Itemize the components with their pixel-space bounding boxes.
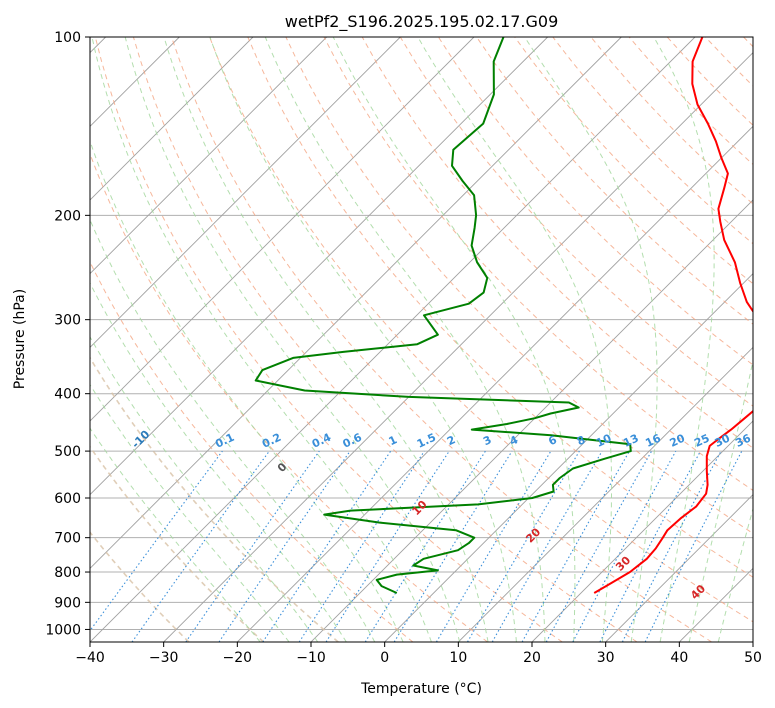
isotherm-line — [90, 37, 622, 569]
x-tick-label: 40 — [670, 650, 688, 666]
mixing-ratio-label: 16 — [643, 431, 663, 449]
mixing-ratio-line — [90, 450, 223, 632]
mixing-ratio-line — [572, 450, 677, 642]
x-tick-label: −30 — [149, 650, 179, 666]
isotherm-line — [163, 52, 753, 642]
dry-adiabat — [90, 356, 339, 642]
mixing-ratio-label: 20 — [668, 431, 688, 449]
mixing-ratio-line — [545, 450, 653, 642]
mixing-ratio-label: 36 — [733, 431, 753, 449]
isotherm-line — [531, 420, 753, 642]
y-tick-label: 1000 — [45, 622, 81, 638]
moist-adiabat — [91, 37, 432, 642]
dry-adiabat — [90, 152, 488, 642]
mixing-ratio-label: 13 — [621, 432, 640, 450]
isotherm-line — [90, 37, 401, 348]
isotherm-line — [237, 125, 753, 642]
y-tick-label: 400 — [54, 387, 81, 403]
moist-adiabat — [264, 37, 546, 642]
y-tick-label: 100 — [54, 30, 81, 46]
grid-layer — [90, 37, 753, 642]
isotherm-line — [90, 37, 475, 422]
mixing-ratio-label: 25 — [692, 432, 711, 450]
mixing-ratio-line — [644, 450, 743, 642]
moist-adiabat — [90, 218, 376, 642]
mixing-ratio-line — [262, 450, 392, 642]
x-tick-label: 50 — [744, 650, 762, 666]
moist-adiabat — [124, 37, 461, 642]
dry-adiabat — [171, 37, 712, 642]
isotherm-line — [90, 37, 696, 642]
dry-adiabat — [90, 445, 265, 642]
dry-adiabat — [209, 37, 753, 623]
dry-adiabat — [247, 37, 753, 578]
isotherm-line — [458, 346, 753, 642]
mixing-ratio-line — [218, 450, 351, 642]
mixing-ratio-label: 30 — [713, 431, 733, 449]
moist-adiabat — [90, 383, 290, 642]
moist-adiabat — [163, 37, 489, 642]
moist-adiabat — [90, 427, 261, 642]
y-tick-label: 900 — [54, 595, 81, 611]
moist-adiabat — [209, 37, 517, 642]
dry-adiabat — [90, 260, 414, 642]
moist-adiabat — [90, 139, 404, 642]
moist-adiabat — [417, 37, 613, 642]
x-tick-label: −40 — [75, 650, 105, 666]
dry-adiabat — [399, 37, 753, 407]
x-tick-label: −20 — [223, 650, 253, 666]
moist-adiabat — [653, 37, 715, 642]
mixing-ratio-line — [131, 450, 270, 642]
y-tick-label: 700 — [54, 531, 81, 547]
profile-layer — [254, 37, 753, 594]
y-tick-label: 200 — [54, 208, 81, 224]
y-axis-title: Pressure (hPa) — [12, 289, 28, 389]
dewpoint-profile-line — [254, 37, 632, 594]
axis-ticks: −40 −30 −20 −10 0 10 20 30 40 50 100 200 300 400 500 60… — [45, 30, 762, 666]
dry-adiabat — [90, 530, 190, 642]
isotherm-line — [384, 273, 753, 642]
moist-adiabat — [524, 37, 658, 642]
y-tick-label: 300 — [54, 313, 81, 329]
isotherm-line — [90, 37, 254, 201]
x-axis-title: Temperature (°C) — [360, 681, 482, 697]
y-tick-label: 600 — [54, 491, 81, 507]
isotherm-line — [90, 37, 548, 496]
mixing-ratio-line — [298, 450, 425, 642]
mixing-ratio-line — [393, 450, 513, 642]
mixing-ratio-label: 10 — [594, 431, 614, 449]
dry-adiabat — [94, 37, 563, 642]
moist-adiabat — [90, 335, 319, 642]
mixing-ratio-line — [185, 450, 320, 642]
chart-title: wetPf2_S196.2025.195.02.17.G09 — [285, 12, 559, 32]
x-tick-label: 10 — [449, 650, 467, 666]
thermo-overlay-layer — [90, 37, 753, 642]
dry-adiabat — [361, 37, 753, 449]
x-tick-label: 30 — [597, 650, 615, 666]
y-tick-label: 500 — [54, 444, 81, 460]
mixing-ratio-line — [325, 450, 450, 642]
x-tick-label: 0 — [380, 650, 389, 666]
y-tick-label: 800 — [54, 565, 81, 581]
isotherm-line — [90, 37, 327, 275]
x-tick-label: −10 — [296, 650, 326, 666]
mixing-ratio-line — [521, 450, 630, 642]
plot-frame — [89, 36, 754, 643]
overlay-label-layer: -100-90-80-70-60-50-40-30-20-10010203040… — [129, 428, 753, 603]
x-tick-label: 20 — [523, 650, 541, 666]
dry-adiabat — [514, 37, 753, 285]
isotherm-line — [605, 494, 753, 642]
temperature-profile-line — [593, 37, 753, 594]
moist-adiabat — [332, 37, 576, 642]
